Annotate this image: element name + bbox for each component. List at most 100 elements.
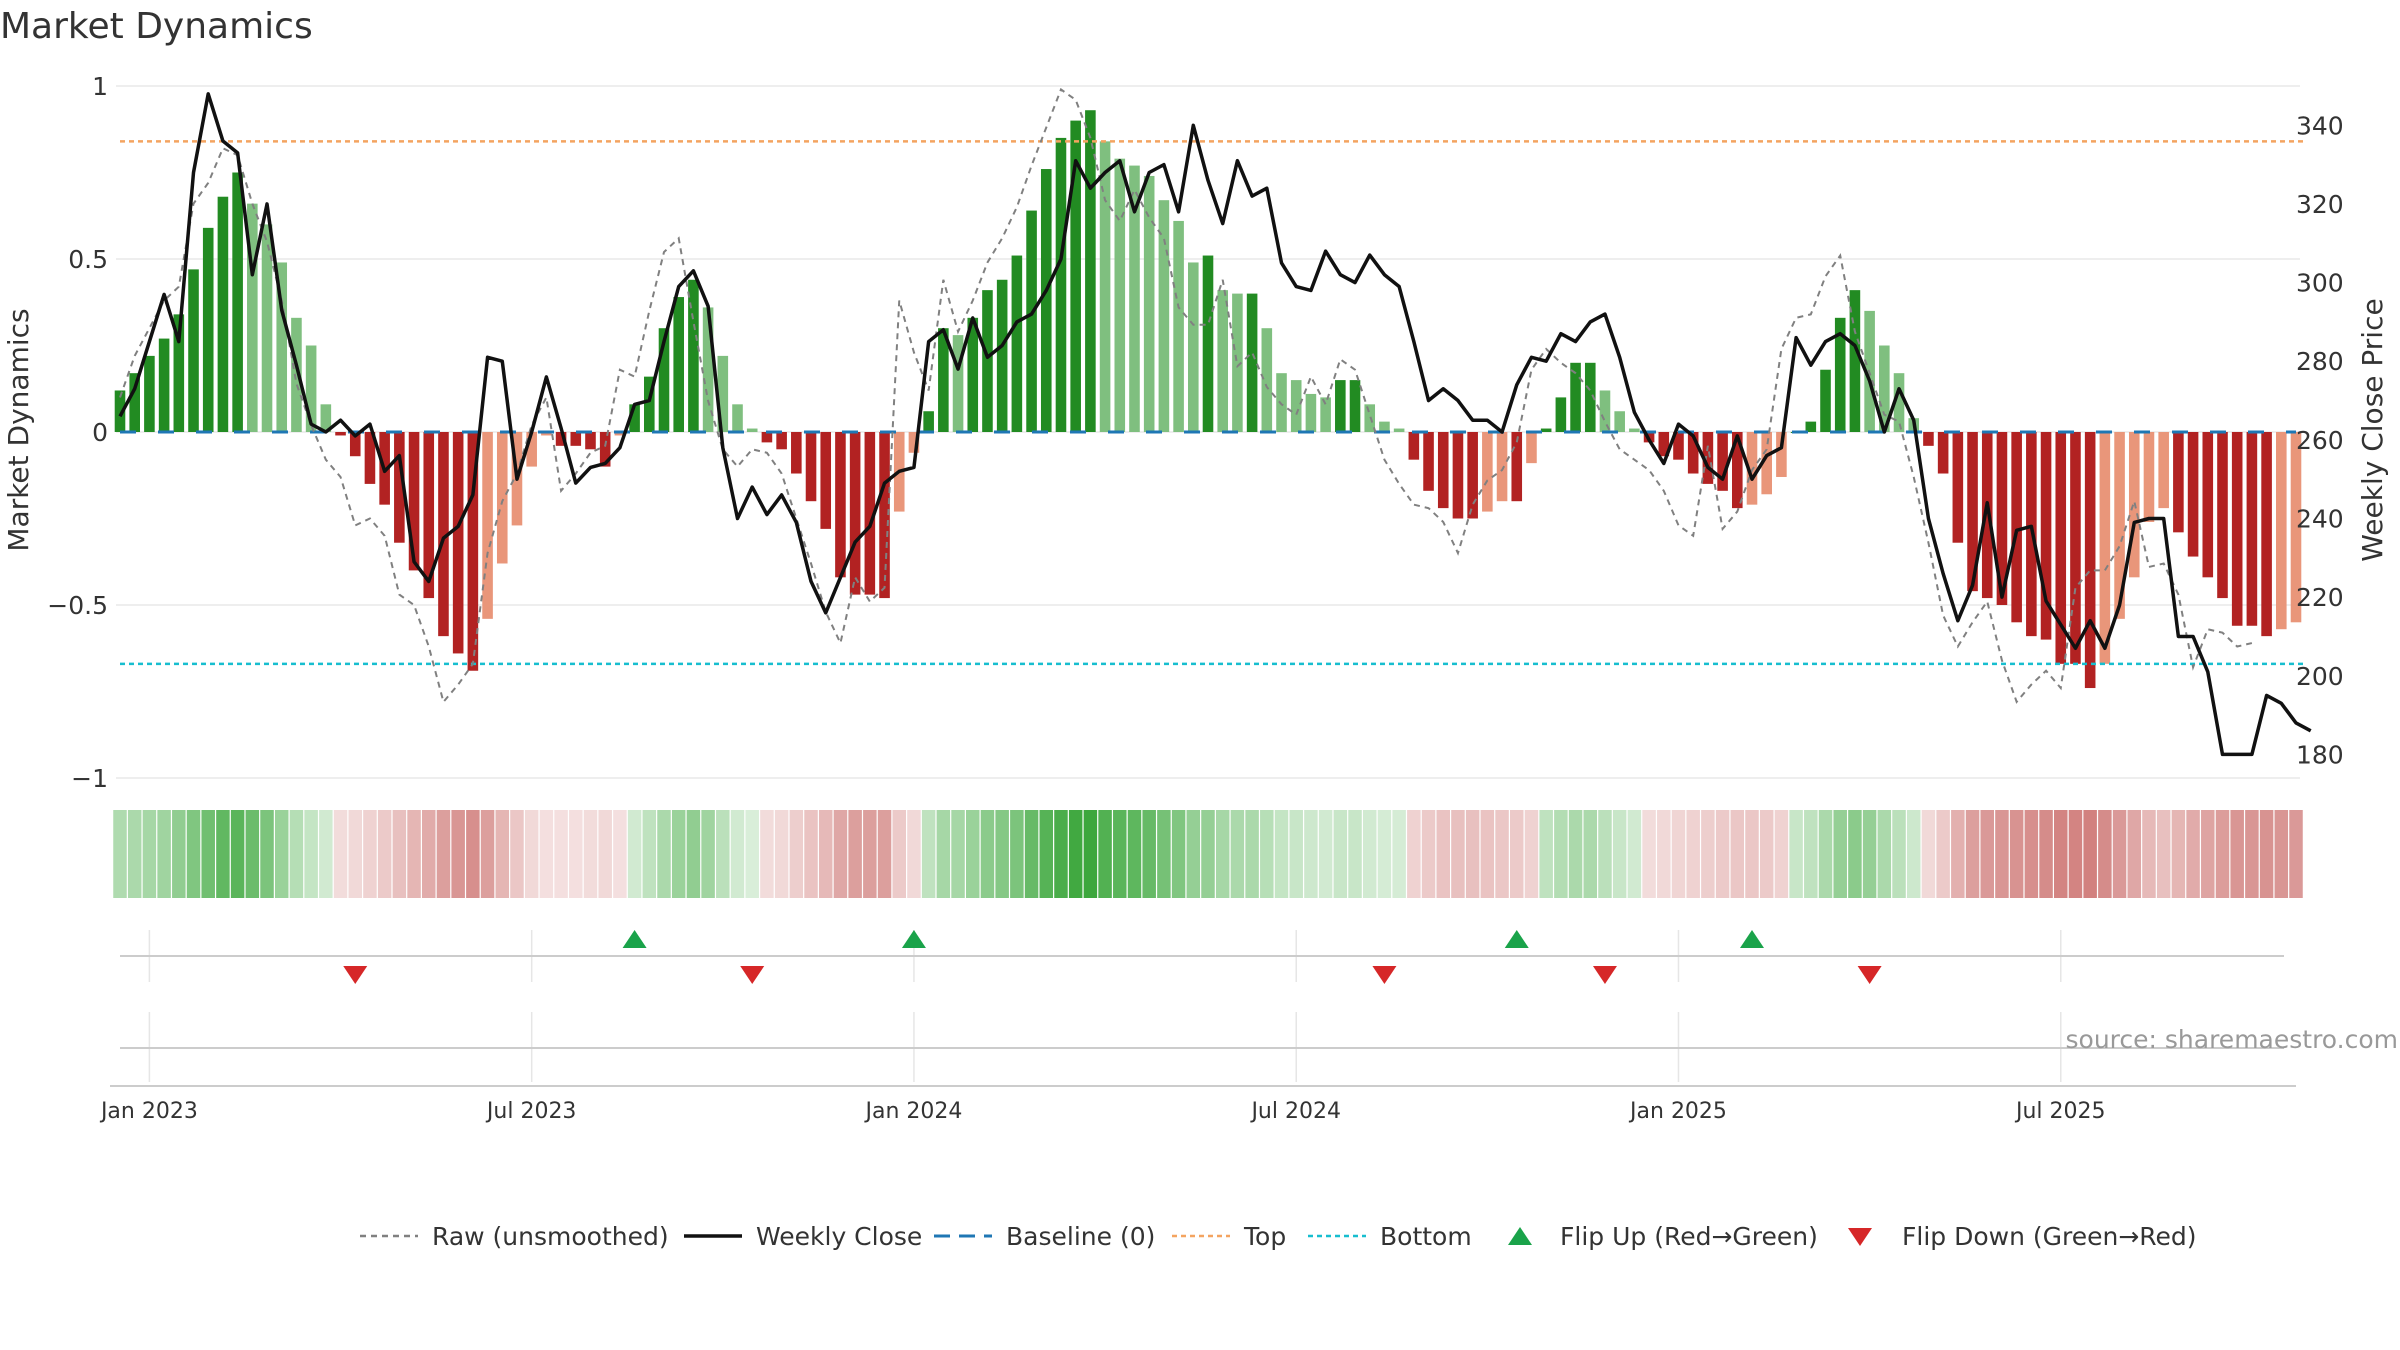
ribbon-cell [1877, 810, 1892, 898]
ribbon-cell [304, 810, 318, 898]
x-tick-label: Jul 2024 [1249, 1099, 1341, 1124]
dynamics-bar [746, 428, 758, 432]
ribbon-cell [1039, 810, 1054, 898]
ribbon-cell [1436, 810, 1450, 898]
dynamics-bar [820, 432, 832, 529]
ribbon-cell [1407, 810, 1421, 898]
raw-series [119, 87, 2253, 704]
dynamics-bar [1393, 428, 1405, 432]
ribbon-cell [2039, 810, 2053, 898]
ribbon-cell [745, 810, 759, 898]
legend-label-weekly-close: Weekly Close [756, 1222, 922, 1251]
ribbon-cell [1671, 810, 1686, 898]
ribbon-cell [1495, 810, 1509, 898]
ribbon-cell [1627, 810, 1642, 898]
ribbon-cell [524, 810, 539, 898]
ribbon-cell [1245, 810, 1259, 898]
dynamics-bar [526, 432, 537, 467]
legend-item-top: Top [1172, 1222, 1286, 1251]
ribbon-cell [2186, 810, 2200, 898]
flip-up-marker [1504, 930, 1529, 948]
ribbon-cell [1142, 810, 1156, 898]
ribbon-cell [818, 810, 833, 898]
x-tick-label: Jan 2024 [863, 1099, 962, 1124]
ribbon-cell [804, 810, 818, 898]
legend-item-flip-down: Flip Down (Green→Red) [1848, 1222, 2197, 1251]
ribbon-cell [377, 810, 392, 898]
ribbon-cell [936, 810, 951, 898]
dynamics-bar [1261, 328, 1273, 432]
ribbon-cell [1862, 810, 1877, 898]
ribbon-cell [1113, 810, 1127, 898]
ribbon-cell [1906, 810, 1921, 898]
ribbon-cell [451, 810, 465, 898]
legend-item-raw: Raw (unsmoothed) [360, 1222, 669, 1251]
dynamics-bar [261, 224, 273, 432]
ribbon-cell [1510, 810, 1524, 898]
dynamics-bar [1820, 369, 1831, 432]
dynamics-bar [1540, 428, 1552, 432]
dynamics-bar [2173, 432, 2184, 533]
dynamics-bar [2158, 432, 2169, 509]
dynamics-bar [188, 269, 199, 432]
dynamics-bar [1717, 432, 1728, 491]
dynamics-bar [1658, 432, 1670, 457]
ribbon-cell [671, 810, 686, 898]
dynamics-bar [1511, 432, 1523, 502]
ribbon-cell [1848, 810, 1862, 898]
dynamics-bar [1584, 362, 1596, 432]
ribbon-cell [436, 810, 451, 898]
left-axis: 1 0.5 0 −0.5 −1 [47, 72, 108, 793]
ribbon-cell [2245, 810, 2259, 898]
dynamics-bar [1496, 432, 1508, 502]
ribbon-cell [627, 810, 642, 898]
dynamics-bar [1349, 380, 1361, 432]
dynamics-bar [2187, 432, 2199, 557]
dynamics-bar [335, 432, 346, 436]
left-tick-label: 0 [92, 418, 108, 447]
legend-label-flip-up: Flip Up (Red→Green) [1560, 1222, 1818, 1251]
dynamics-bar [1143, 175, 1155, 432]
ribbon-cell [921, 810, 936, 898]
dynamics-bar [2040, 432, 2052, 640]
right-tick-label: 280 [2296, 347, 2344, 376]
ribbon-cell [1230, 810, 1245, 898]
dynamics-bar [144, 355, 155, 432]
dynamics-bar [2055, 432, 2067, 664]
ribbon-cell [1715, 810, 1730, 898]
dynamics-bar [1217, 290, 1228, 432]
dynamics-bar [1570, 362, 1581, 432]
dynamics-bar [879, 432, 890, 599]
dynamics-bar [1776, 432, 1787, 477]
ribbon-cell [760, 810, 774, 898]
dynamics-bar [1320, 397, 1331, 432]
dynamics-bar [967, 317, 979, 432]
dynamics-bar [1526, 432, 1537, 464]
ribbon-cell [539, 810, 554, 898]
ribbon-cell [422, 810, 436, 898]
dynamics-bar [1834, 317, 1846, 432]
dynamics-bar [599, 432, 611, 467]
dynamics-bar [1364, 404, 1376, 432]
legend-item-baseline: Baseline (0) [934, 1222, 1155, 1251]
dynamics-bar [1276, 373, 1287, 432]
ribbon-cell [407, 810, 421, 898]
ribbon-cell [1833, 810, 1847, 898]
ribbon-cell [1642, 810, 1656, 898]
ribbon-cell [2024, 810, 2039, 898]
flip-down-marker [740, 966, 765, 984]
dynamics-bar [408, 432, 420, 571]
ribbon-cell [1465, 810, 1480, 898]
ribbon-cell [142, 810, 157, 898]
ribbon-cell [1745, 810, 1759, 898]
ribbon-cell [1348, 810, 1362, 898]
ribbon-cell [466, 810, 480, 898]
dynamics-bar [1423, 432, 1434, 491]
dynamics-bar [688, 279, 699, 432]
flip-up-marker [622, 930, 647, 948]
ribbon-cell [2142, 810, 2156, 898]
ribbon-cell [1362, 810, 1377, 898]
ribbon-cell [1157, 810, 1171, 898]
ribbon-cell [1083, 810, 1098, 898]
flip-up-marker [1740, 930, 1764, 948]
